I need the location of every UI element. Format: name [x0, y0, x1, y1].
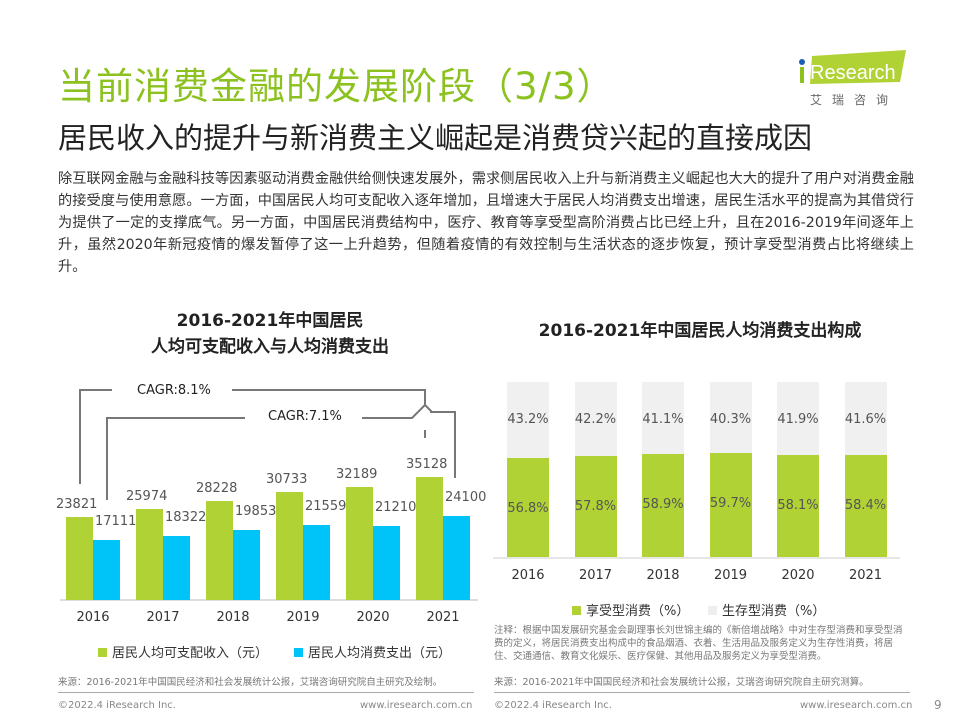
bar-expense: [163, 535, 190, 600]
x-tick-label: 2020: [781, 568, 815, 583]
value-label-income: 30733: [266, 472, 308, 488]
bar-expense: [233, 530, 260, 600]
svg-text:Research: Research: [810, 62, 896, 84]
bar-survival: [777, 382, 819, 456]
bar-expense: [373, 525, 400, 600]
legend-enjoy-label: 享受型消费（%）: [586, 604, 690, 619]
bar-survival: [507, 382, 549, 458]
value-label-survival: 43.2%: [507, 412, 549, 427]
x-tick-label: 2017: [578, 568, 613, 583]
x-tick-label: 2020: [356, 610, 390, 625]
legend-enjoy: 享受型消费（%）: [572, 600, 689, 619]
legend-swatch-survival: [708, 606, 717, 615]
bar-income: [206, 501, 233, 600]
value-label-expense: 19853: [235, 504, 277, 520]
value-label-income: 28228: [196, 481, 238, 497]
legend-swatch-income: [98, 648, 107, 657]
cagr-expense-label: CAGR:7.1%: [268, 409, 342, 424]
bar-enjoyment: [642, 453, 684, 557]
value-label-enjoyment: 56.8%: [507, 500, 549, 516]
value-label-expense: 17111: [95, 514, 137, 530]
value-label-expense: 18322: [165, 509, 207, 525]
left-url: www.iresearch.com.cn: [360, 700, 473, 711]
left-copyright: ©2022.4 iResearch Inc.: [58, 700, 176, 711]
value-label-income: 35128: [406, 457, 448, 472]
bar-income: [346, 487, 373, 600]
bar-expense: [443, 515, 470, 600]
value-label-income: 32189: [336, 467, 378, 483]
value-label-survival: 41.1%: [642, 412, 684, 427]
value-label-survival: 40.3%: [709, 412, 752, 427]
cagr-income-label: CAGR:8.1%: [137, 383, 211, 398]
x-tick-label: 2019: [286, 610, 320, 625]
x-tick-label: 2018: [216, 610, 250, 625]
bar-enjoyment: [507, 457, 549, 557]
value-label-income: 23821: [56, 496, 98, 512]
legend-survival-label: 生存型消费（%）: [722, 604, 826, 619]
value-label-enjoyment: 58.9%: [642, 496, 684, 512]
iresearch-logo: Research 艾瑞咨询: [796, 50, 908, 110]
legend-expense-label: 居民人均消费支出（元）: [308, 646, 452, 661]
legend-income: 居民人均可支配收入（元）: [98, 642, 268, 661]
right-divider: [494, 692, 910, 693]
x-tick-label: 2021: [426, 610, 460, 625]
legend-swatch-expense: [294, 648, 303, 657]
bar-survival: [844, 382, 887, 455]
page-number: 9: [934, 698, 942, 712]
page-title: 当前消费金融的发展阶段（3/3）: [58, 65, 615, 108]
right-source: 来源：2016-2021年中国国民经济和社会发展统计公报，艾瑞咨询研究院自主研究…: [494, 677, 869, 688]
left-chart-title: 2016-2021年中国居民 人均可支配收入与人均消费支出: [100, 308, 440, 360]
x-tick-label: 2018: [646, 568, 680, 583]
value-label-expense: 21559: [305, 498, 347, 514]
legend-survival: 生存型消费（%）: [708, 600, 825, 619]
right-chart-title: 2016-2021年中国居民人均消费支出构成: [538, 321, 862, 341]
legend-swatch-enjoy: [572, 606, 581, 615]
bar-income: [276, 492, 303, 600]
value-label-survival: 41.6%: [844, 412, 887, 427]
bar-survival: [642, 382, 684, 454]
value-label-enjoyment: 57.8%: [574, 498, 617, 514]
x-tick-label: 2016: [76, 610, 110, 625]
bar-income: [416, 477, 443, 600]
value-label-expense: 21210: [375, 499, 417, 515]
page-subtitle: 居民收入的提升与新消费主义崛起是消费贷兴起的直接成因: [58, 121, 813, 155]
bar-expense: [93, 540, 120, 600]
bar-enjoyment: [709, 452, 752, 557]
bar-survival: [574, 382, 617, 456]
legend-income-label: 居民人均可支配收入（元）: [112, 646, 269, 661]
value-label-survival: 41.9%: [777, 412, 819, 427]
bar-income: [136, 509, 163, 600]
left-chart-title-line1: 2016-2021年中国居民: [176, 311, 364, 331]
right-copyright: ©2022.4 iResearch Inc.: [494, 700, 612, 711]
intro-paragraph: 除互联网金融与金融科技等因素驱动消费金融供给侧快速发展外，需求侧居民收入上升与新…: [58, 171, 914, 275]
x-tick-label: 2019: [713, 568, 748, 583]
bar-enjoyment: [844, 454, 887, 557]
x-tick-label: 2021: [848, 568, 883, 583]
value-label-enjoyment: 59.7%: [709, 495, 752, 511]
bar-enjoyment: [574, 455, 617, 557]
right-axis-svg: [493, 557, 900, 559]
value-label-survival: 42.2%: [574, 412, 617, 427]
x-tick-label: 2016: [511, 568, 545, 583]
bar-expense: [303, 524, 330, 600]
value-label-enjoyment: 58.4%: [844, 497, 887, 513]
bar-income: [66, 516, 93, 600]
left-source: 来源：2016-2021年中国国民经济和社会发展统计公报，艾瑞咨询研究院自主研究…: [58, 677, 443, 688]
value-label-income: 25974: [126, 489, 168, 505]
svg-text:艾瑞咨询: 艾瑞咨询: [810, 92, 898, 107]
value-label-enjoyment: 58.1%: [777, 498, 819, 514]
bar-survival: [709, 382, 752, 453]
left-chart-title-line2: 人均可支配收入与人均消费支出: [151, 337, 389, 357]
legend-expense: 居民人均消费支出（元）: [294, 642, 451, 661]
x-tick-label: 2017: [146, 610, 180, 625]
bar-enjoyment: [777, 455, 819, 557]
right-note: 注释：根据中国发展研究基金会副理事长刘世锦主编的《新倍增战略》中对生存型消费和享…: [494, 625, 903, 662]
right-url: www.iresearch.com.cn: [800, 700, 913, 711]
value-label-expense: 24100: [445, 489, 487, 505]
left-divider: [58, 692, 474, 693]
cagr-brackets: [60, 389, 478, 601]
